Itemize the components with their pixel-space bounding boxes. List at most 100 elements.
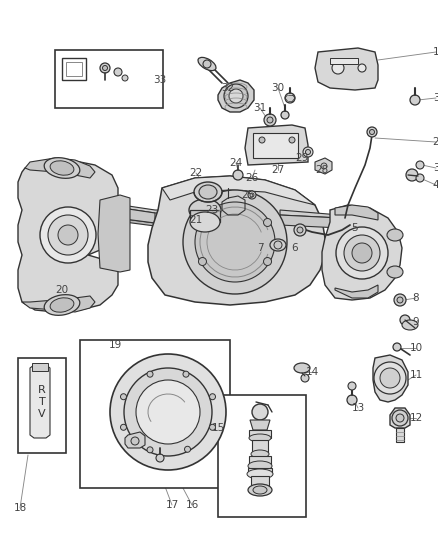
Circle shape <box>344 235 380 271</box>
Text: 23: 23 <box>205 205 219 215</box>
Circle shape <box>301 374 309 382</box>
Circle shape <box>410 95 420 105</box>
Bar <box>80 340 230 488</box>
Circle shape <box>281 111 289 119</box>
Ellipse shape <box>253 486 267 494</box>
Text: 2: 2 <box>433 137 438 147</box>
Polygon shape <box>245 125 308 165</box>
Circle shape <box>229 89 243 103</box>
Ellipse shape <box>387 229 403 241</box>
Circle shape <box>147 371 153 377</box>
Circle shape <box>114 68 122 76</box>
Text: V: V <box>38 409 46 419</box>
Circle shape <box>416 174 424 182</box>
Text: 29: 29 <box>295 153 309 163</box>
Polygon shape <box>18 160 120 312</box>
Text: 28: 28 <box>315 165 328 175</box>
Polygon shape <box>125 432 145 448</box>
Text: 10: 10 <box>410 343 423 353</box>
Circle shape <box>58 225 78 245</box>
Circle shape <box>102 66 107 70</box>
Bar <box>330 58 358 64</box>
Text: 22: 22 <box>189 168 203 178</box>
Circle shape <box>131 437 139 445</box>
Text: T: T <box>39 397 46 407</box>
Ellipse shape <box>190 212 220 232</box>
Circle shape <box>367 127 377 137</box>
Circle shape <box>393 343 401 351</box>
Text: 16: 16 <box>185 500 198 510</box>
Circle shape <box>124 368 212 456</box>
Polygon shape <box>250 420 270 430</box>
Circle shape <box>264 114 276 126</box>
Text: 3: 3 <box>433 163 438 173</box>
Circle shape <box>397 297 403 303</box>
Circle shape <box>209 424 215 430</box>
Circle shape <box>48 215 88 255</box>
Circle shape <box>294 224 306 236</box>
Text: 3: 3 <box>433 93 438 103</box>
Circle shape <box>348 382 356 390</box>
Circle shape <box>250 193 254 197</box>
Ellipse shape <box>247 469 273 479</box>
Bar <box>251 476 269 490</box>
Ellipse shape <box>50 298 74 312</box>
Circle shape <box>198 219 206 227</box>
Ellipse shape <box>387 266 403 278</box>
Circle shape <box>374 362 406 394</box>
Ellipse shape <box>248 484 272 496</box>
Circle shape <box>264 257 272 265</box>
Text: 31: 31 <box>253 103 267 113</box>
Text: 1: 1 <box>433 47 438 57</box>
Text: 25: 25 <box>241 190 254 200</box>
Circle shape <box>394 294 406 306</box>
Polygon shape <box>25 158 95 178</box>
Circle shape <box>252 404 268 420</box>
Bar <box>249 456 271 466</box>
Ellipse shape <box>199 185 217 199</box>
Polygon shape <box>218 80 254 112</box>
Ellipse shape <box>44 158 80 179</box>
Circle shape <box>358 64 366 72</box>
Circle shape <box>400 315 410 325</box>
Circle shape <box>274 241 282 249</box>
Circle shape <box>336 227 388 279</box>
Circle shape <box>183 371 189 377</box>
Text: 14: 14 <box>305 367 318 377</box>
Ellipse shape <box>43 196 67 210</box>
Circle shape <box>321 163 327 169</box>
Circle shape <box>297 227 303 233</box>
Circle shape <box>370 130 374 134</box>
Text: 8: 8 <box>413 293 419 303</box>
Circle shape <box>352 243 372 263</box>
Circle shape <box>303 147 313 157</box>
Circle shape <box>289 137 295 143</box>
Circle shape <box>406 169 418 181</box>
Polygon shape <box>162 176 315 205</box>
Bar <box>55 50 163 108</box>
Circle shape <box>195 202 275 282</box>
Circle shape <box>183 190 287 294</box>
Ellipse shape <box>248 461 272 471</box>
Ellipse shape <box>270 239 286 251</box>
Polygon shape <box>315 48 378 90</box>
Text: 4: 4 <box>433 180 438 190</box>
Text: 27: 27 <box>272 165 285 175</box>
Text: 30: 30 <box>272 83 285 93</box>
Circle shape <box>233 170 243 180</box>
Polygon shape <box>390 408 410 428</box>
Text: 15: 15 <box>212 423 225 433</box>
Bar <box>62 58 86 80</box>
Polygon shape <box>55 210 170 226</box>
Bar <box>249 430 271 438</box>
Bar <box>396 428 404 442</box>
Ellipse shape <box>44 295 80 316</box>
Bar <box>218 395 306 517</box>
Text: 20: 20 <box>56 285 69 295</box>
Circle shape <box>40 207 96 263</box>
Ellipse shape <box>198 58 216 70</box>
Circle shape <box>267 117 273 123</box>
Circle shape <box>120 394 127 400</box>
Circle shape <box>380 368 400 388</box>
Text: 11: 11 <box>410 370 423 380</box>
